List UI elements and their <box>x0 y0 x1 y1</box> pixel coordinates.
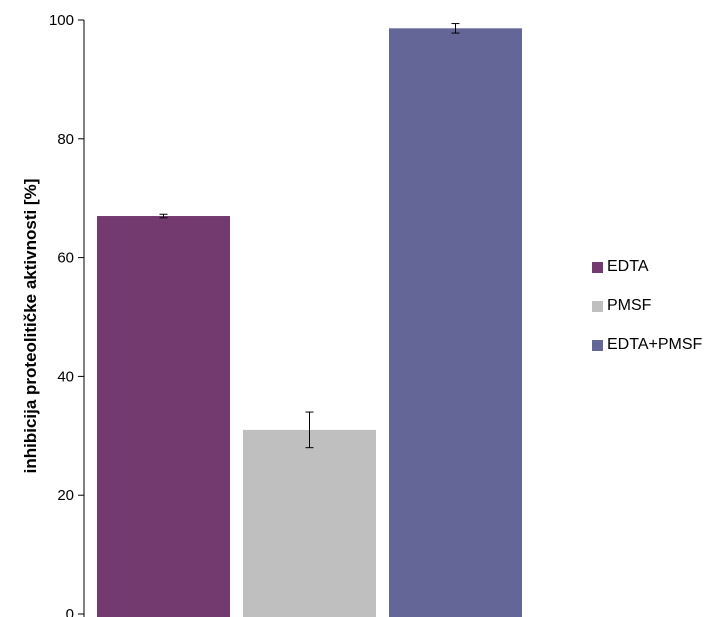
y-tick-label: 40 <box>57 368 74 385</box>
y-tick-label: 100 <box>49 12 74 29</box>
legend-label-edta: EDTA <box>607 258 649 275</box>
plot-area <box>97 23 522 617</box>
error-bar-edta-pmsf <box>451 23 460 34</box>
legend-item-pmsf: PMSF <box>592 296 702 316</box>
legend-item-edta-pmsf: EDTA+PMSF <box>592 335 702 355</box>
legend: EDTA PMSF EDTA+PMSF <box>592 257 702 374</box>
axes: 0 20 40 60 80 100 <box>49 12 85 617</box>
error-bar-pmsf <box>305 411 314 449</box>
error-bar-edta <box>159 213 168 219</box>
y-tick-label: 0 <box>66 606 74 617</box>
legend-swatch-edta-pmsf <box>592 339 603 351</box>
y-axis-label: inhibicija proteolitičke aktivnosti [%] <box>21 179 40 474</box>
legend-label-pmsf: PMSF <box>607 297 652 314</box>
bar-pmsf <box>243 429 376 617</box>
y-tick-label: 60 <box>57 250 74 267</box>
legend-swatch-pmsf <box>592 300 603 312</box>
bar-edta-pmsf <box>389 28 522 617</box>
y-tick-label: 80 <box>57 131 74 148</box>
legend-swatch-edta <box>592 261 603 273</box>
y-tick-label: 20 <box>57 487 74 504</box>
bar-edta <box>97 216 230 617</box>
legend-item-edta: EDTA <box>592 257 702 277</box>
legend-label-edta-pmsf: EDTA+PMSF <box>607 336 703 353</box>
